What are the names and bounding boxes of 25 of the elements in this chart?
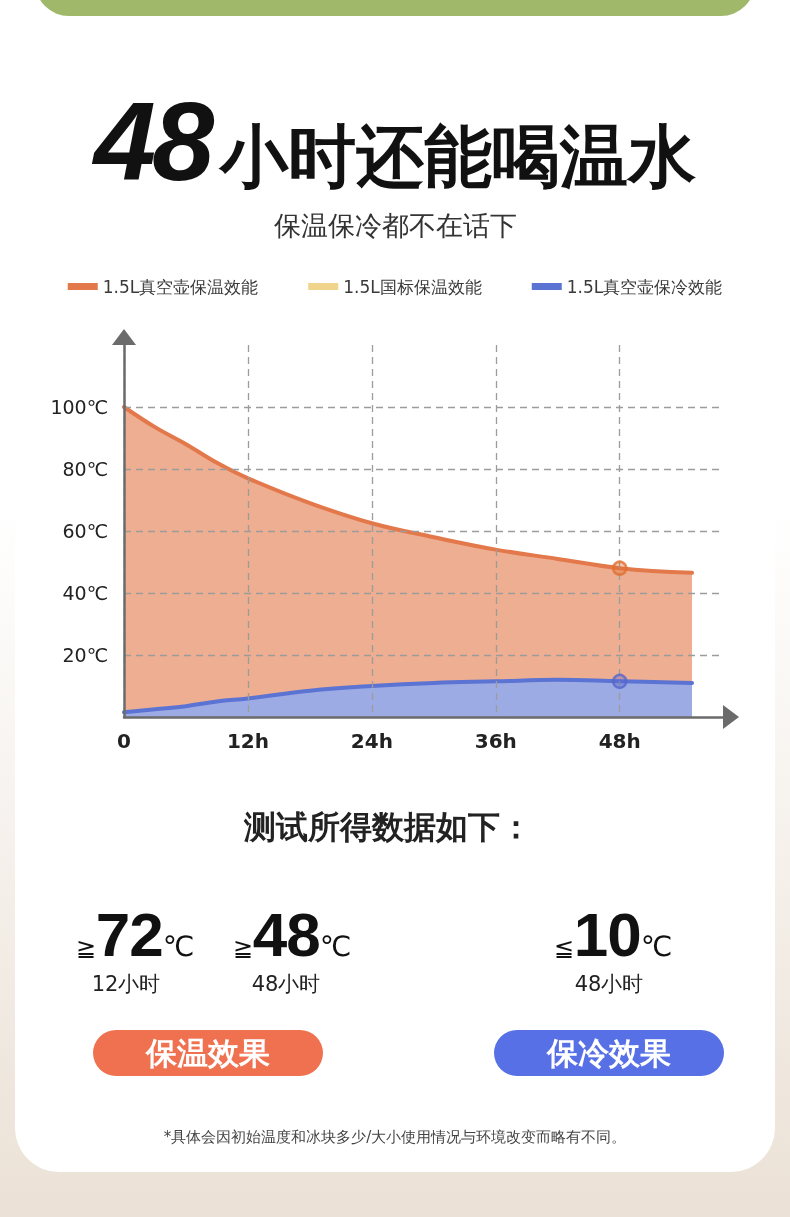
chart-subtitle: 保温保冷都不在话下	[273, 210, 517, 243]
x-tick-label: 0	[117, 729, 131, 753]
text: 48小时	[574, 972, 644, 998]
y-tick-label: 40℃	[62, 582, 108, 604]
text: 48小时	[251, 972, 321, 998]
legend-label: 1.5L真空壶保冷效能	[566, 276, 723, 297]
x-tick-label: 48h	[598, 729, 641, 753]
legend-label: 1.5L国标保温效能	[343, 276, 482, 297]
x-tick-label: 24h	[350, 729, 393, 753]
text: ≦10℃	[553, 900, 673, 969]
text: 12小时	[91, 972, 161, 998]
pill-badge: 保冷效果	[494, 1030, 724, 1076]
y-tick-label: 100℃	[50, 396, 108, 418]
y-tick-label: 20℃	[62, 644, 108, 666]
y-tick-label: 60℃	[62, 520, 108, 542]
pill-badge: 保温效果	[93, 1030, 323, 1076]
x-tick-label: 12h	[226, 729, 269, 753]
chart-title: 48小时还能喝温水	[93, 79, 697, 204]
text: 测试所得数据如下：	[244, 808, 532, 847]
x-tick-label: 36h	[474, 729, 517, 753]
legend-label: 1.5L真空壶保温效能	[102, 276, 259, 297]
y-tick-label: 80℃	[62, 458, 108, 480]
text: ≧72℃	[75, 900, 195, 969]
text: *具体会因初始温度和冰块多少/大小使用情况与环境改变而略有不同。	[163, 1128, 627, 1146]
text: ≧48℃	[232, 900, 352, 969]
